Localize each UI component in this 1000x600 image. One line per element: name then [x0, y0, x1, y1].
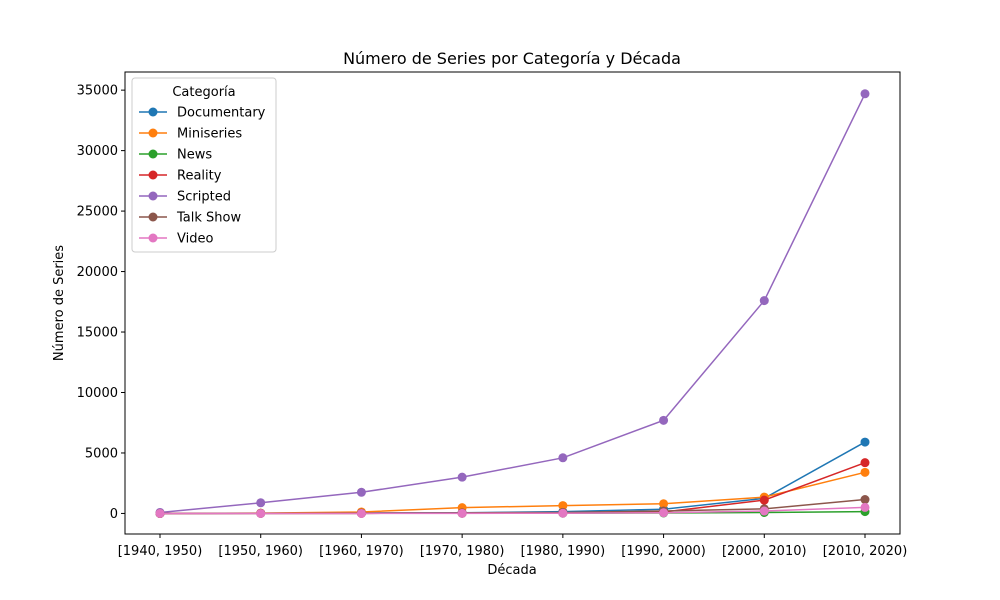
y-tick-label: 25000	[77, 205, 118, 220]
series-line	[159, 471, 866, 515]
legend-entry: Video	[177, 232, 213, 247]
y-tick-label: 35000	[77, 84, 118, 99]
data-point	[860, 467, 870, 477]
legend-marker	[148, 128, 158, 138]
data-point	[860, 89, 870, 99]
legend: Categoría Documentary Miniseries News Reali…	[131, 77, 277, 253]
legend-entry: News	[177, 148, 212, 163]
y-tick-label: 15000	[77, 326, 118, 341]
data-point	[759, 296, 769, 306]
data-point	[256, 498, 266, 508]
series-line	[159, 93, 866, 514]
data-point	[256, 508, 266, 518]
legend-title: Categoría	[172, 85, 235, 100]
data-point	[659, 499, 669, 509]
legend-marker	[148, 191, 158, 201]
data-point	[457, 472, 467, 482]
x-axis: [1940, 1950) [1950, 1960) [1960, 1970) [197…	[118, 534, 908, 559]
x-tick-label: [2000, 2010)	[722, 544, 807, 559]
data-point	[659, 415, 669, 425]
legend-entry: Documentary	[177, 106, 266, 121]
legend-marker	[148, 107, 158, 117]
data-point	[558, 508, 568, 518]
series-video	[155, 502, 870, 518]
legend-entry: Miniseries	[177, 127, 242, 142]
data-point	[558, 501, 568, 511]
y-axis: 0 5000 10000 15000 20000 25000 30000 35000	[77, 84, 125, 522]
data-point	[860, 458, 870, 468]
legend-entry: Reality	[177, 169, 222, 184]
x-tick-label: [1990, 2000)	[621, 544, 706, 559]
series-layer	[155, 89, 870, 518]
x-tick-label: [1970, 1980)	[420, 544, 505, 559]
legend-entry: Scripted	[177, 190, 231, 205]
plot-area	[124, 71, 901, 535]
legend-marker	[148, 170, 158, 180]
legend-marker	[148, 149, 158, 159]
x-tick-label: [1950, 1960)	[218, 544, 303, 559]
x-tick-label: [2010, 2020)	[823, 544, 908, 559]
data-point	[759, 506, 769, 516]
y-tick-label: 30000	[77, 144, 118, 159]
data-point	[356, 508, 366, 518]
y-tick-label: 20000	[77, 265, 118, 280]
legend-marker	[148, 212, 158, 222]
y-tick-label: 10000	[77, 386, 118, 401]
data-point	[860, 495, 870, 505]
x-axis-label: Década	[487, 563, 536, 578]
data-point	[659, 508, 669, 518]
data-point	[457, 508, 467, 518]
data-point	[860, 502, 870, 512]
x-tick-label: [1980, 1990)	[521, 544, 606, 559]
data-point	[759, 495, 769, 505]
data-point	[155, 508, 165, 518]
series-line	[159, 461, 866, 515]
data-point	[558, 453, 568, 463]
data-point	[860, 437, 870, 447]
chart-title: Número de Series por Categoría y Década	[343, 49, 681, 68]
series-line	[160, 506, 866, 515]
y-tick-label: 5000	[85, 446, 118, 461]
legend-marker	[148, 233, 158, 243]
data-point	[356, 487, 366, 497]
x-tick-label: [1940, 1950)	[118, 544, 203, 559]
legend-box	[131, 77, 277, 253]
y-tick-label: 0	[110, 507, 118, 522]
x-tick-label: [1960, 1970)	[319, 544, 404, 559]
legend-entry: Talk Show	[176, 211, 241, 226]
y-axis-label: Número de Series	[52, 245, 67, 361]
